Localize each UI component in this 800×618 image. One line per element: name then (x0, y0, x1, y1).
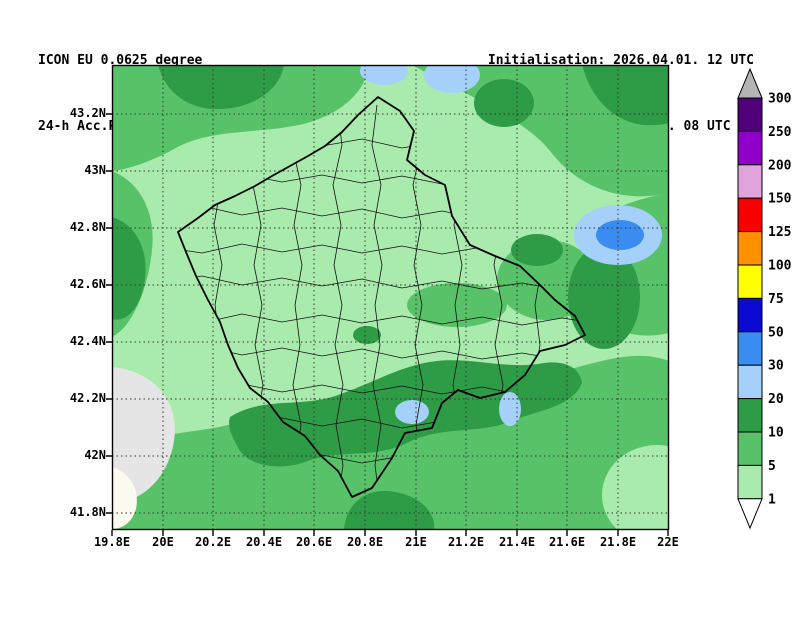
lon-tick-label: 20.8E (346, 535, 384, 549)
lat-tick-label: 42.4N (69, 334, 106, 348)
colorbar-segment (737, 197, 763, 233)
colorbar-segment (737, 297, 763, 333)
precip-region-dark (158, 65, 284, 110)
colorbar-segment (737, 398, 763, 433)
colorbar-segment (737, 231, 763, 266)
lon-tick-label: 20E (152, 535, 174, 549)
colorbar-segment (737, 164, 763, 199)
axis-ticks (106, 113, 669, 536)
precip-region-mid (407, 283, 507, 327)
colorbar-overflow-arrow (737, 67, 763, 99)
precip-region-dark (511, 234, 563, 266)
lon-tick-label: 20.6E (295, 535, 333, 549)
colorbar-segment (737, 97, 763, 132)
lat-tick-label: 43.2N (69, 106, 106, 120)
colorbar-segment (737, 431, 763, 466)
precip-region-dark (568, 245, 640, 349)
lon-tick-label: 21.8E (599, 535, 637, 549)
precip-region-dark (582, 65, 669, 126)
colorbar-segment (737, 331, 763, 366)
precip-region-blue (360, 65, 408, 85)
lat-tick-label: 43N (84, 163, 106, 177)
colorbar-label: 125 (768, 225, 791, 240)
colorbar-segment (737, 130, 763, 166)
map-frame (111, 64, 670, 531)
init-time: Initialisation: 2026.04.01. 12 UTC (487, 53, 754, 68)
lon-tick-label: 20.4E (245, 535, 283, 549)
colorbar-label: 250 (768, 125, 792, 140)
precip-fill-layer (112, 65, 669, 530)
lon-tick-label: 19.8E (93, 535, 131, 549)
lat-tick-label: 42.6N (69, 277, 106, 291)
lon-tick-label: 21.4E (498, 535, 536, 549)
lon-tick-label: 21E (405, 535, 427, 549)
colorbar-label: 100 (768, 259, 792, 274)
colorbar-label: 150 (768, 192, 792, 207)
colorbar-underflow-arrow (737, 498, 763, 530)
colorbar-label: 50 (768, 325, 784, 340)
precip-region-dark (112, 217, 146, 320)
colorbar-label: 30 (768, 359, 784, 374)
colorbar-label: 20 (768, 392, 784, 407)
precip-region-blue (395, 400, 429, 424)
precip-region-blue (424, 65, 480, 93)
precip-region-light (602, 445, 669, 530)
colorbar-label: 200 (768, 158, 792, 173)
precip-region-blue (499, 392, 521, 426)
colorbar-label: 75 (768, 292, 784, 307)
lon-tick-label: 20.2E (194, 535, 232, 549)
lon-tick-label: 21.2E (447, 535, 485, 549)
lat-tick-label: 42.8N (69, 220, 106, 234)
colorbar-segment (737, 364, 763, 400)
colorbar-label: 300 (768, 92, 792, 107)
colorbar-segment (737, 464, 763, 500)
colorbar-segment (737, 264, 763, 299)
colorbar-label: 5 (768, 459, 776, 474)
colorbar-label: 10 (768, 426, 784, 441)
lon-tick-label: 22E (657, 535, 679, 549)
precip-region-dark (474, 79, 534, 127)
lon-tick-label: 21.6E (548, 535, 586, 549)
colorbar: 300 250 200 150 125 100 75 50 30 20 10 5… (737, 67, 792, 530)
precip-region-dark (344, 490, 435, 530)
lat-tick-label: 42N (84, 448, 106, 462)
colorbar-label: 1 (768, 492, 776, 507)
kosovo-border (177, 96, 586, 498)
lat-tick-label: 41.8N (69, 505, 106, 519)
lat-tick-label: 42.2N (69, 391, 106, 405)
precip-region-dark (353, 326, 381, 344)
precipitation-map (106, 64, 670, 536)
precip-region-grey (112, 367, 175, 505)
precip-region-blue-core (596, 220, 644, 250)
model-name: ICON EU 0.0625 degree (38, 53, 203, 68)
